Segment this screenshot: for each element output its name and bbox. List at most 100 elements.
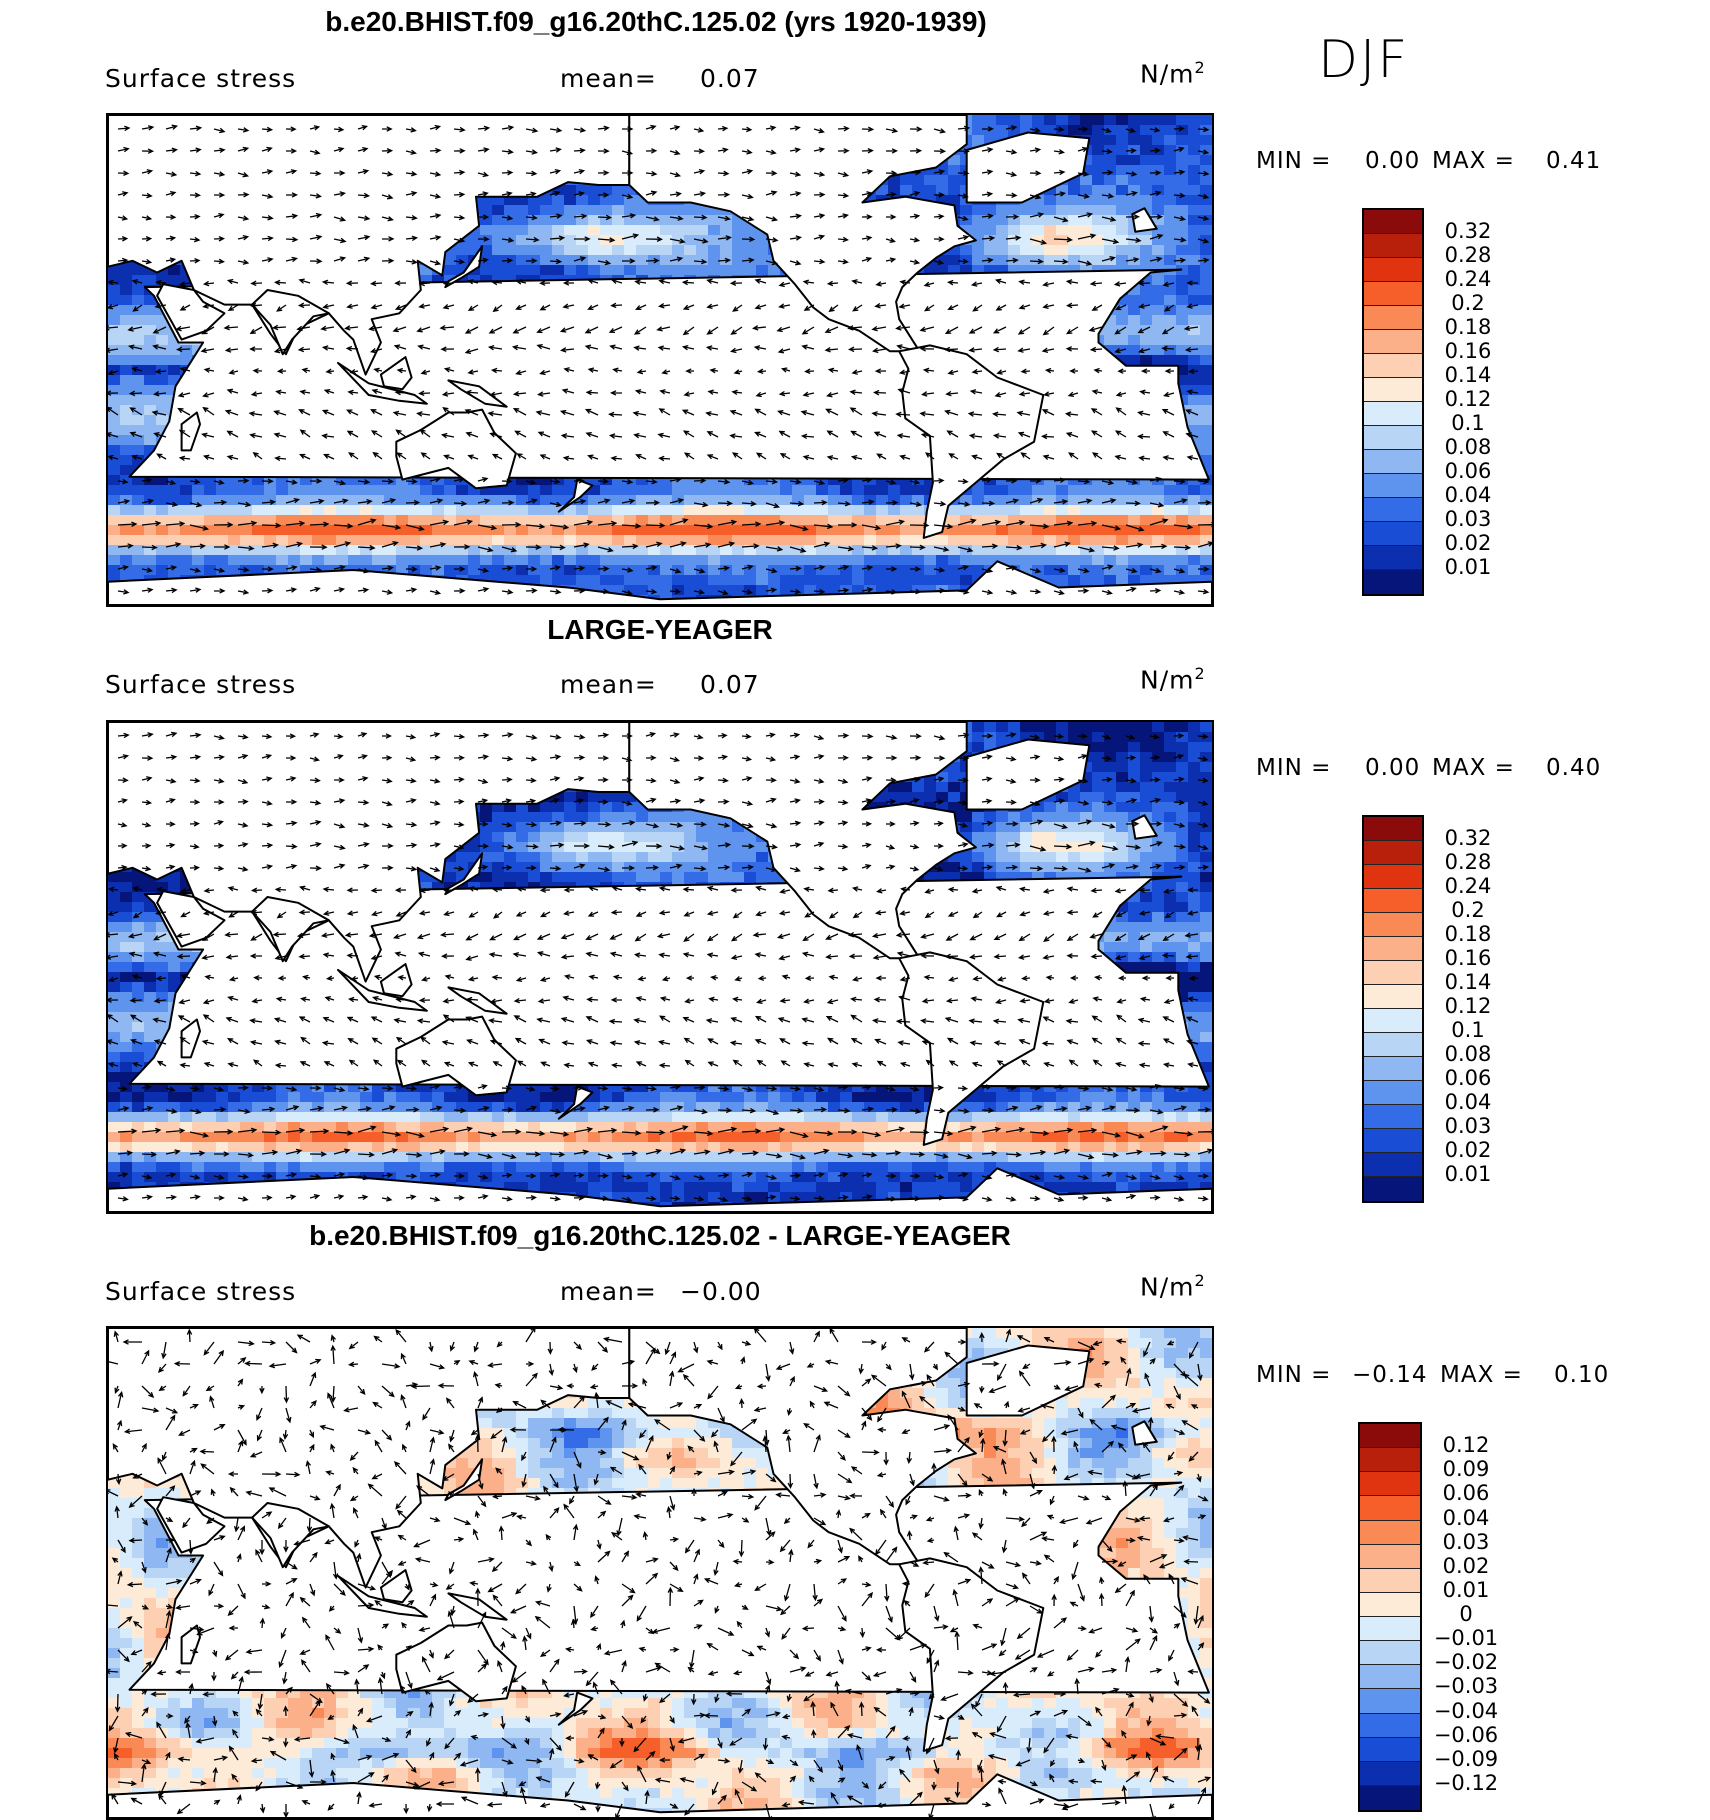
panel-1-colorbar-swatch bbox=[1364, 546, 1422, 570]
panel-3-units: N/m2 bbox=[1140, 1271, 1206, 1301]
panel-3-title: b.e20.BHIST.f09_g16.20thC.125.02 - LARGE… bbox=[106, 1220, 1214, 1252]
panel-1-colorbar-tick: 0.04 bbox=[1428, 483, 1508, 507]
panel-3-colorbar-swatch bbox=[1360, 1689, 1420, 1713]
panel-3-colorbar-tick: −0.01 bbox=[1426, 1626, 1506, 1650]
panel-2-colorbar-tick: 0.32 bbox=[1428, 826, 1508, 850]
panel-3-colorbar-swatch bbox=[1360, 1424, 1420, 1448]
panel-1-colorbar-tick: 0.06 bbox=[1428, 459, 1508, 483]
panel-1-min-value: 0.00 bbox=[1365, 148, 1420, 174]
panel-1-max-value: 0.41 bbox=[1546, 148, 1601, 174]
panel-1-map bbox=[106, 113, 1214, 607]
panel-3-colorbar-tick: 0.12 bbox=[1426, 1433, 1506, 1457]
panel-2-max-label: MAX = bbox=[1432, 755, 1515, 781]
panel-1-colorbar-tick: 0.2 bbox=[1428, 291, 1508, 315]
panel-3-colorbar-tick: 0.01 bbox=[1426, 1578, 1506, 1602]
panel-1-variable: Surface stress bbox=[105, 64, 296, 93]
panel-2-colorbar-swatch bbox=[1364, 1105, 1422, 1129]
panel-3-colorbar-swatch bbox=[1360, 1593, 1420, 1617]
panel-2-colorbar-swatch bbox=[1364, 961, 1422, 985]
panel-3-colorbar-tick: 0.04 bbox=[1426, 1506, 1506, 1530]
panel-2-colorbar-swatch bbox=[1364, 937, 1422, 961]
panel-1-colorbar-swatch bbox=[1364, 306, 1422, 330]
panel-2-units-base: N/m bbox=[1140, 665, 1194, 694]
panel-3-units-base: N/m bbox=[1140, 1272, 1194, 1301]
panel-2-min-value: 0.00 bbox=[1365, 755, 1420, 781]
panel-1-colorbar-tick: 0.12 bbox=[1428, 387, 1508, 411]
panel-3-colorbar-swatch bbox=[1360, 1665, 1420, 1689]
panel-3-max-value: 0.10 bbox=[1554, 1362, 1609, 1388]
panel-2-colorbar-swatch bbox=[1364, 1081, 1422, 1105]
panel-1-colorbar-tick: 0.01 bbox=[1428, 555, 1508, 579]
panel-3-colorbar-tick: −0.03 bbox=[1426, 1674, 1506, 1698]
panel-1-units: N/m2 bbox=[1140, 58, 1206, 88]
panel-1-mean-label: mean= bbox=[560, 64, 657, 93]
panel-2-colorbar-tick: 0.16 bbox=[1428, 946, 1508, 970]
panel-3-map bbox=[106, 1326, 1214, 1820]
panel-2-colorbar-swatch bbox=[1364, 1153, 1422, 1177]
panel-2-colorbar-swatch bbox=[1364, 841, 1422, 865]
panel-2-colorbar-tick: 0.28 bbox=[1428, 850, 1508, 874]
panel-3-colorbar-swatch bbox=[1360, 1762, 1420, 1786]
panel-2-colorbar-tick: 0.1 bbox=[1428, 1018, 1508, 1042]
panel-3-colorbar-tick: −0.09 bbox=[1426, 1747, 1506, 1771]
panel-2-min-label: MIN = bbox=[1256, 755, 1331, 781]
panel-3-colorbar-tick: 0.06 bbox=[1426, 1481, 1506, 1505]
panel-1-mean-value: 0.07 bbox=[700, 64, 760, 93]
panel-2-colorbar-swatch bbox=[1364, 1033, 1422, 1057]
panel-2-colorbar-tick: 0.04 bbox=[1428, 1090, 1508, 1114]
panel-1-colorbar-swatch bbox=[1364, 402, 1422, 426]
panel-3-colorbar-swatch bbox=[1360, 1521, 1420, 1545]
panel-1-colorbar-tick: 0.08 bbox=[1428, 435, 1508, 459]
panel-2-colorbar-swatch bbox=[1364, 985, 1422, 1009]
panel-2-colorbar-tick: 0.02 bbox=[1428, 1138, 1508, 1162]
panel-1-title: b.e20.BHIST.f09_g16.20thC.125.02 (yrs 19… bbox=[106, 6, 1206, 38]
panel-1-colorbar-tick: 0.1 bbox=[1428, 411, 1508, 435]
panel-1-colorbar-swatch bbox=[1364, 498, 1422, 522]
panel-2-colorbar-swatch bbox=[1364, 865, 1422, 889]
panel-1-colorbar-tick: 0.03 bbox=[1428, 507, 1508, 531]
panel-3-colorbar-swatch bbox=[1360, 1569, 1420, 1593]
panel-2-colorbar-tick: 0.08 bbox=[1428, 1042, 1508, 1066]
panel-3-colorbar-swatch bbox=[1360, 1641, 1420, 1665]
panel-2-colorbar-tick: 0.2 bbox=[1428, 898, 1508, 922]
panel-2-variable: Surface stress bbox=[105, 670, 296, 699]
panel-1-colorbar-swatch bbox=[1364, 234, 1422, 258]
panel-1-units-base: N/m bbox=[1140, 59, 1194, 88]
panel-3-colorbar-swatch bbox=[1360, 1617, 1420, 1641]
panel-2-colorbar-swatch bbox=[1364, 1009, 1422, 1033]
panel-2-colorbar-swatch bbox=[1364, 1129, 1422, 1153]
season-label: DJF bbox=[1318, 30, 1409, 90]
panel-3-colorbar-tick: 0.03 bbox=[1426, 1530, 1506, 1554]
panel-1-colorbar-swatch bbox=[1364, 258, 1422, 282]
panel-2-colorbar-tick: 0.12 bbox=[1428, 994, 1508, 1018]
panel-2-colorbar-swatch bbox=[1364, 1057, 1422, 1081]
panel-2-colorbar-tick: 0.03 bbox=[1428, 1114, 1508, 1138]
panel-3-variable: Surface stress bbox=[105, 1277, 296, 1306]
panel-3-colorbar-swatch bbox=[1360, 1545, 1420, 1569]
panel-3-colorbar-swatch bbox=[1360, 1448, 1420, 1472]
panel-3-colorbar-tick: 0 bbox=[1426, 1602, 1506, 1626]
panel-3-colorbar bbox=[1358, 1422, 1422, 1812]
panel-3-colorbar-tick: 0.09 bbox=[1426, 1457, 1506, 1481]
panel-2-colorbar-tick: 0.01 bbox=[1428, 1162, 1508, 1186]
panel-1-colorbar-tick: 0.16 bbox=[1428, 339, 1508, 363]
panel-1-map-svg bbox=[108, 115, 1212, 605]
panel-2-colorbar-tick: 0.14 bbox=[1428, 970, 1508, 994]
panel-2-colorbar bbox=[1362, 815, 1424, 1203]
panel-1-colorbar-tick: 0.14 bbox=[1428, 363, 1508, 387]
panel-3-colorbar-tick: −0.12 bbox=[1426, 1771, 1506, 1795]
panel-1-colorbar-swatch bbox=[1364, 210, 1422, 234]
panel-1-colorbar-swatch bbox=[1364, 474, 1422, 498]
panel-2-units: N/m2 bbox=[1140, 664, 1206, 694]
panel-1-colorbar-swatch bbox=[1364, 378, 1422, 402]
panel-1-colorbar bbox=[1362, 208, 1424, 596]
panel-3-map-svg bbox=[108, 1328, 1212, 1818]
panel-3-colorbar-tick: 0.02 bbox=[1426, 1554, 1506, 1578]
panel-3-mean-value: −0.00 bbox=[680, 1277, 762, 1306]
panel-2-colorbar-tick: 0.18 bbox=[1428, 922, 1508, 946]
panel-3-colorbar-swatch bbox=[1360, 1786, 1420, 1810]
panel-2-colorbar-swatch bbox=[1364, 889, 1422, 913]
panel-3-colorbar-tick: −0.06 bbox=[1426, 1723, 1506, 1747]
panel-1-colorbar-tick: 0.28 bbox=[1428, 243, 1508, 267]
panel-2-max-value: 0.40 bbox=[1546, 755, 1601, 781]
